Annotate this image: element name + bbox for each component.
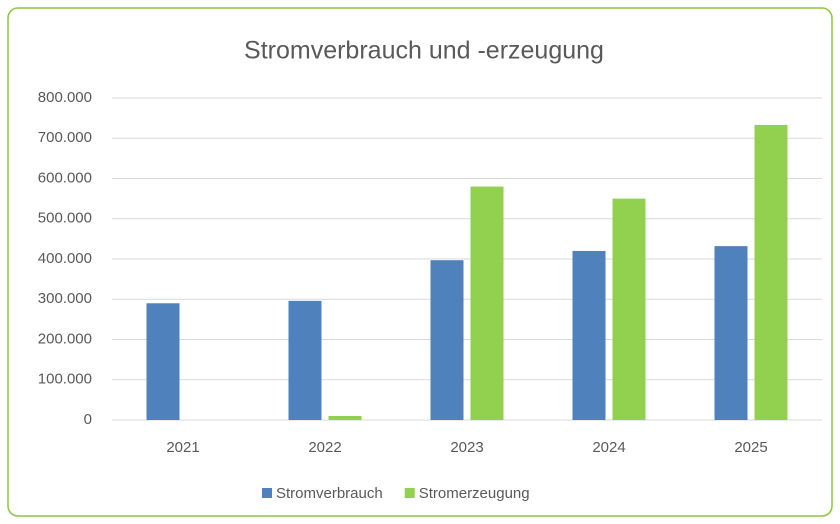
bar <box>754 124 788 420</box>
y-tick-label: 600.000 <box>38 169 92 186</box>
legend-label: Stromerzeugung <box>419 485 530 502</box>
bar <box>288 300 322 420</box>
y-tick-label: 200.000 <box>38 330 92 347</box>
y-tick-label: 400.000 <box>38 250 92 267</box>
bar <box>572 250 606 420</box>
bar <box>612 198 646 420</box>
y-tick-label: 100.000 <box>38 371 92 388</box>
bar <box>146 303 180 420</box>
bar <box>470 186 504 420</box>
y-tick-label: 300.000 <box>38 290 92 307</box>
x-tick-label: 2022 <box>308 439 341 456</box>
x-tick-label: 2024 <box>592 439 625 456</box>
y-tick-label: 800.000 <box>38 89 92 106</box>
y-tick-label: 700.000 <box>38 129 92 146</box>
x-tick-label: 2025 <box>734 439 767 456</box>
y-tick-label: 500.000 <box>38 210 92 227</box>
y-tick-label: 0 <box>84 411 92 428</box>
chart-border <box>7 7 833 517</box>
bar <box>430 260 464 420</box>
bar <box>714 246 748 420</box>
legend-label: Stromverbrauch <box>276 485 383 502</box>
legend-swatch <box>262 488 272 498</box>
chart-title: Stromverbrauch und -erzeugung <box>244 37 604 65</box>
x-tick-label: 2023 <box>450 439 483 456</box>
legend-swatch <box>404 488 415 498</box>
x-tick-label: 2021 <box>166 439 199 456</box>
bar <box>328 415 362 420</box>
